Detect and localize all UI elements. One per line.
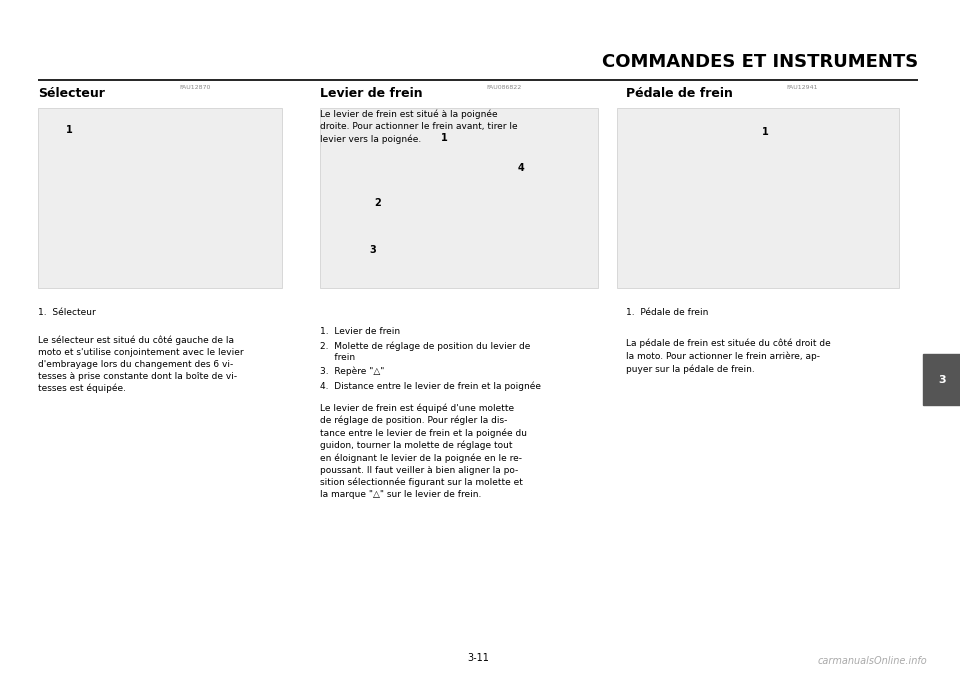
Text: 1: 1 [761, 127, 768, 137]
Text: carmanualsOnline.info: carmanualsOnline.info [818, 656, 927, 666]
Text: 2.  Molette de réglage de position du levier de
     frein: 2. Molette de réglage de position du lev… [321, 342, 531, 362]
Text: 3.  Repère "△": 3. Repère "△" [321, 366, 385, 376]
Text: FAU086822: FAU086822 [486, 85, 521, 90]
Text: FAU12870: FAU12870 [179, 85, 210, 90]
Text: 2: 2 [374, 199, 381, 208]
Text: 1.  Pédale de frein: 1. Pédale de frein [626, 308, 708, 317]
Text: Pédale de frein: Pédale de frein [626, 87, 733, 100]
Text: Le sélecteur est situé du côté gauche de la
moto et s'utilise conjointement avec: Le sélecteur est situé du côté gauche de… [38, 336, 244, 393]
FancyBboxPatch shape [923, 354, 960, 405]
Text: Le levier de frein est équipé d'une molette
de réglage de position. Pour régler : Le levier de frein est équipé d'une mole… [321, 403, 527, 499]
Text: FAU12941: FAU12941 [786, 85, 818, 90]
Text: 3: 3 [370, 245, 376, 254]
Text: 3-11: 3-11 [468, 653, 489, 663]
Text: La pédale de frein est située du côté droit de
la moto. Pour actionner le frein : La pédale de frein est située du côté dr… [626, 339, 831, 374]
Text: 1: 1 [65, 125, 72, 135]
Text: 4.  Distance entre le levier de frein et la poignée: 4. Distance entre le levier de frein et … [321, 381, 541, 391]
Text: 3: 3 [938, 375, 946, 384]
Text: Sélecteur: Sélecteur [38, 87, 106, 100]
Text: 1: 1 [442, 133, 448, 142]
Bar [617, 108, 899, 288]
Text: COMMANDES ET INSTRUMENTS: COMMANDES ET INSTRUMENTS [602, 53, 918, 71]
Text: Le levier de frein est situé à la poignée
droite. Pour actionner le frein avant,: Le levier de frein est situé à la poigné… [321, 110, 518, 144]
Bar [321, 108, 598, 288]
Text: Levier de frein: Levier de frein [321, 87, 423, 100]
Bar [38, 108, 282, 288]
Text: 1.  Sélecteur: 1. Sélecteur [38, 308, 96, 317]
Text: 4: 4 [517, 163, 524, 173]
Text: 1.  Levier de frein: 1. Levier de frein [321, 327, 400, 336]
